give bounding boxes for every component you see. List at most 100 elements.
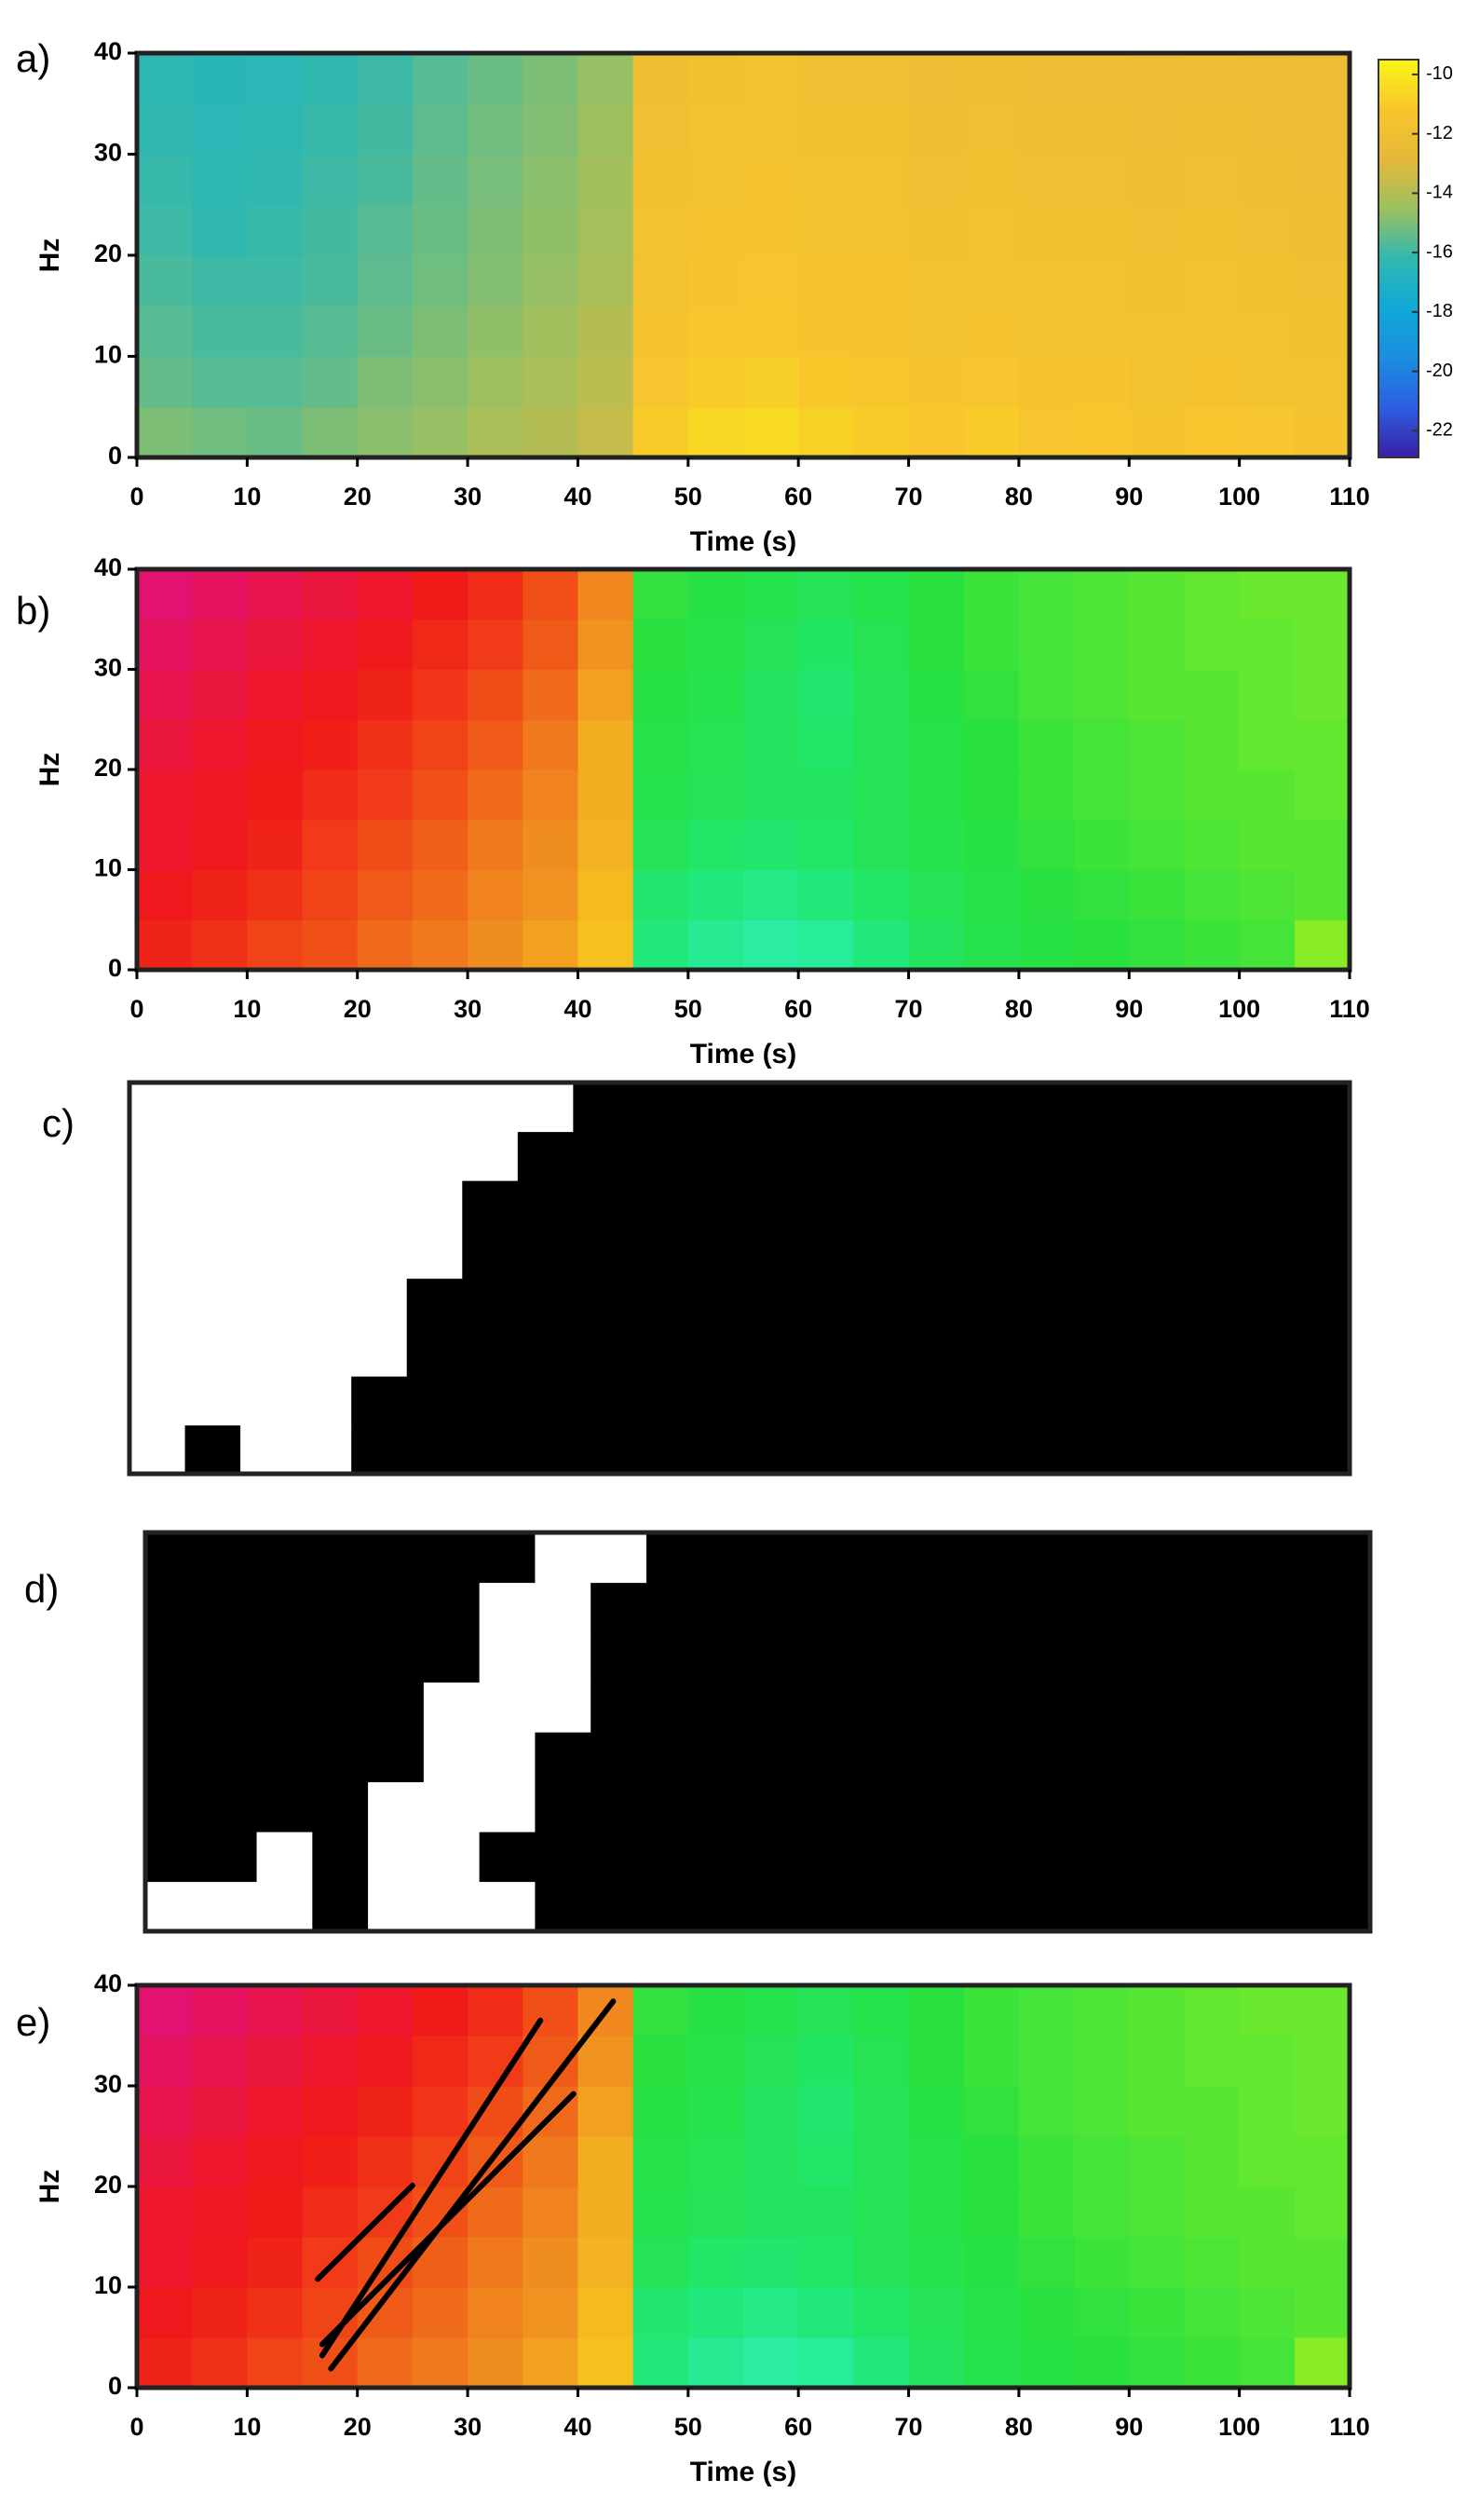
heatmap-cell (137, 869, 193, 920)
x-tick-label: 0 (129, 2413, 143, 2441)
heatmap-cell (980, 1832, 1037, 1883)
heatmap-cell (577, 619, 634, 671)
heatmap-cell (406, 1083, 463, 1133)
heatmap-cell (368, 1732, 425, 1783)
heatmap-cell (963, 406, 1020, 458)
heatmap-cell (468, 619, 523, 671)
heatmap-cell (1074, 919, 1130, 971)
heatmap-cell (295, 1278, 352, 1328)
heatmap-cell (1074, 2086, 1130, 2137)
heatmap-cell (1314, 1832, 1371, 1883)
heatmap-cell (1202, 1881, 1260, 1932)
heatmap-cell (468, 719, 523, 770)
heatmap-cell (757, 1732, 814, 1783)
heatmap-cell (462, 1229, 519, 1279)
heatmap-cell (1184, 2136, 1241, 2187)
heatmap-cell (1016, 1278, 1073, 1328)
heatmap-cell (1129, 770, 1186, 821)
heatmap-cell (798, 569, 854, 620)
heatmap-cell (1184, 770, 1241, 821)
heatmap-cell (368, 1582, 425, 1633)
heatmap-cell (184, 1229, 241, 1279)
heatmap-cell (192, 669, 248, 720)
heatmap-cell (302, 819, 359, 871)
x-tick-label: 100 (1218, 483, 1260, 511)
heatmap-cell (479, 1732, 536, 1783)
heatmap-cell (798, 2237, 854, 2288)
heatmap-cell (247, 53, 304, 104)
heatmap-cell (523, 306, 579, 358)
heatmap-cell (1202, 1532, 1260, 1584)
heatmap-cell (740, 1229, 796, 1279)
heatmap-cell (137, 719, 193, 770)
heatmap-cell (423, 1881, 481, 1932)
heatmap-cell (961, 1327, 1018, 1377)
heatmap-cell (869, 1732, 926, 1783)
heatmap-cell (1129, 2086, 1186, 2137)
heatmap-cell (743, 819, 799, 871)
heatmap-cell (1294, 1376, 1351, 1426)
heatmap-cell (1147, 1582, 1204, 1633)
heatmap-cell (192, 2186, 248, 2238)
heatmap-cell (423, 1682, 481, 1733)
heatmap-cell (1129, 204, 1186, 256)
trend-line (319, 2017, 544, 2359)
heatmap-cell (963, 719, 1020, 770)
heatmap-cell (908, 1985, 965, 2036)
x-tick-label: 0 (129, 483, 143, 511)
heatmap-cell (687, 2136, 744, 2187)
heatmap-cell (963, 770, 1020, 821)
heatmap-cell (1258, 1832, 1315, 1883)
heatmap-cell (240, 1424, 297, 1475)
heatmap-cell (687, 669, 744, 720)
panel-label: c) (42, 1101, 75, 1145)
trend-line (328, 1998, 617, 2372)
heatmap-cell (1184, 2086, 1241, 2137)
heatmap-cell (740, 1180, 796, 1231)
heatmap-cell (256, 1582, 313, 1633)
heatmap-cell (1129, 2237, 1186, 2288)
heatmap-cell (743, 770, 799, 821)
heatmap-cell (1074, 770, 1130, 821)
heatmap-cell (1294, 770, 1351, 821)
heatmap-cell (468, 255, 523, 306)
heatmap-cell (357, 406, 414, 458)
heatmap-cell (794, 1327, 851, 1377)
heatmap-cell (798, 770, 854, 821)
heatmap-cell (924, 1532, 982, 1584)
heatmap-cell (684, 1376, 740, 1426)
heatmap-cell (961, 1131, 1018, 1181)
heatmap-cell (1183, 1424, 1240, 1475)
heatmap-cell (850, 1278, 907, 1328)
heatmap-cell (468, 2186, 523, 2238)
heatmap-cell (412, 154, 468, 206)
heatmap-cell (240, 1229, 297, 1279)
heatmap-cell (312, 1632, 369, 1683)
heatmap-cell (687, 2287, 744, 2338)
heatmap-cell (1018, 204, 1075, 256)
heatmap-cell (1238, 1229, 1296, 1279)
heatmap-cell (462, 1278, 519, 1328)
heatmap-cell (701, 1682, 759, 1733)
heatmap-cell (468, 103, 523, 156)
heatmap-cell (1074, 204, 1130, 256)
heatmap-cell (743, 1985, 799, 2036)
heatmap-cell (412, 255, 468, 306)
heatmap-cell (357, 2136, 414, 2187)
heatmap-cell (963, 919, 1020, 971)
heatmap-cell (1018, 869, 1075, 920)
heatmap-cell (924, 1732, 982, 1783)
heatmap-cell (757, 1682, 814, 1733)
heatmap-cell (302, 103, 359, 156)
heatmap-cell (1129, 2036, 1186, 2087)
heatmap-cell (1018, 819, 1075, 871)
heatmap-cell (1184, 255, 1241, 306)
heatmap-cell (1129, 53, 1186, 104)
heatmap-cell (523, 204, 579, 256)
x-axis-label: Time (s) (690, 1039, 796, 1069)
heatmap-cell (1258, 1682, 1315, 1733)
y-axis-label: Hz (34, 2170, 65, 2204)
heatmap-cell (351, 1278, 408, 1328)
heatmap-cell (632, 619, 689, 671)
